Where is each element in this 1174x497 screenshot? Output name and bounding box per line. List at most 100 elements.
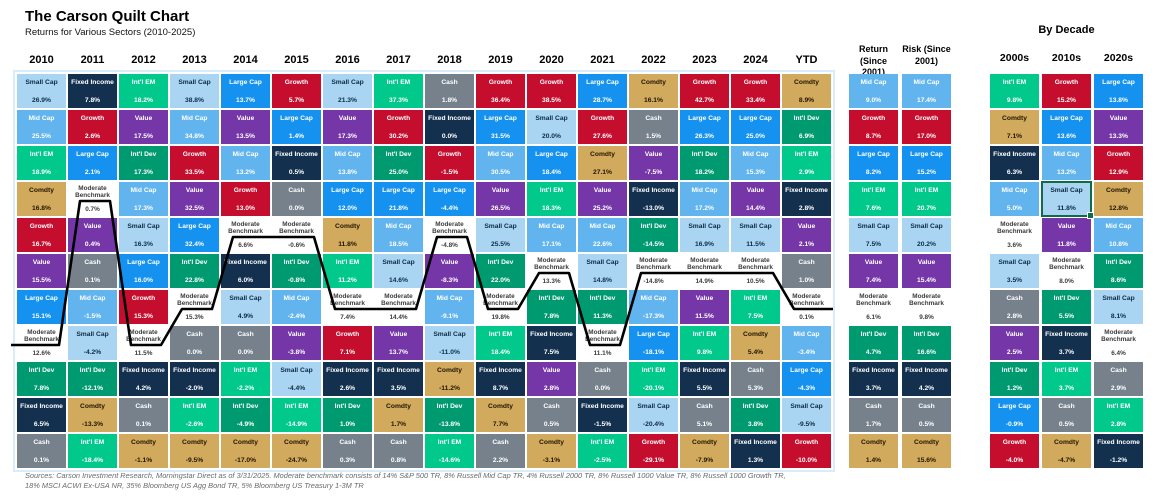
cell-2023-large-cap[interactable]: Large Cap 26.3% <box>680 110 729 144</box>
cell-2020-mid-cap[interactable]: Mid Cap 17.1% <box>527 218 576 252</box>
cell-2020s-int-l-dev[interactable]: Int'l Dev 8.6% <box>1094 254 1143 288</box>
cell-2021-mid-cap[interactable]: Mid Cap 22.6% <box>578 218 627 252</box>
cell-2018-fixed-income[interactable]: Fixed Income 0.0% <box>425 110 474 144</box>
cell-2010-cash[interactable]: Cash 0.1% <box>17 434 66 468</box>
cell-2000s-large-cap[interactable]: Large Cap -0.9% <box>990 398 1039 432</box>
cell-2023-growth[interactable]: Growth 42.7% <box>680 74 729 108</box>
cell-2017-small-cap[interactable]: Small Cap 14.6% <box>374 254 423 288</box>
cell-risk-since-2001-comdty[interactable]: Comdty 15.6% <box>902 434 951 468</box>
cell-risk-since-2001-int-l-dev[interactable]: Int'l Dev 16.6% <box>902 326 951 360</box>
cell-2021-cash[interactable]: Cash 0.0% <box>578 362 627 396</box>
cell-2023-cash[interactable]: Cash 5.1% <box>680 398 729 432</box>
cell-2015-cash[interactable]: Cash 0.0% <box>272 182 321 216</box>
cell-2013-int-l-em[interactable]: Int'l EM -2.6% <box>170 398 219 432</box>
cell-2011-small-cap[interactable]: Small Cap -4.2% <box>68 326 117 360</box>
cell-2011-int-l-em[interactable]: Int'l EM -18.4% <box>68 434 117 468</box>
cell-2013-mid-cap[interactable]: Mid Cap 34.8% <box>170 110 219 144</box>
cell-2016-cash[interactable]: Cash 0.3% <box>323 434 372 468</box>
cell-2013-int-l-dev[interactable]: Int'l Dev 22.8% <box>170 254 219 288</box>
cell-2000s-value[interactable]: Value 2.5% <box>990 326 1039 360</box>
cell-2000s-int-l-dev[interactable]: Int'l Dev 1.2% <box>990 362 1039 396</box>
cell-2010-int-l-em[interactable]: Int'l EM 18.9% <box>17 146 66 180</box>
cell-2022-value[interactable]: Value -7.5% <box>629 146 678 180</box>
cell-2015-comdty[interactable]: Comdty -24.7% <box>272 434 321 468</box>
cell-2012-mid-cap[interactable]: Mid Cap 17.3% <box>119 182 168 216</box>
cell-2012-comdty[interactable]: Comdty -1.1% <box>119 434 168 468</box>
cell-2022-growth[interactable]: Growth -29.1% <box>629 434 678 468</box>
cell-2022-moderate-benchmark[interactable]: Moderate Benchmark -14.8% <box>629 254 678 288</box>
cell-2015-int-l-dev[interactable]: Int'l Dev -0.8% <box>272 254 321 288</box>
cell-2000s-growth[interactable]: Growth -4.0% <box>990 434 1039 468</box>
cell-2019-value[interactable]: Value 26.5% <box>476 182 525 216</box>
cell-2020s-fixed-income[interactable]: Fixed Income -1.2% <box>1094 434 1143 468</box>
cell-2019-int-l-em[interactable]: Int'l EM 18.4% <box>476 326 525 360</box>
cell-2015-mid-cap[interactable]: Mid Cap -2.4% <box>272 290 321 324</box>
cell-risk-since-2001-fixed-income[interactable]: Fixed Income 4.2% <box>902 362 951 396</box>
cell-2017-mid-cap[interactable]: Mid Cap 18.5% <box>374 218 423 252</box>
cell-ytd-int-l-em[interactable]: Int'l EM 2.9% <box>782 146 831 180</box>
cell-2012-int-l-dev[interactable]: Int'l Dev 17.3% <box>119 146 168 180</box>
cell-2021-small-cap[interactable]: Small Cap 14.8% <box>578 254 627 288</box>
cell-2023-moderate-benchmark[interactable]: Moderate Benchmark 14.9% <box>680 254 729 288</box>
cell-2010-growth[interactable]: Growth 16.7% <box>17 218 66 252</box>
cell-2016-large-cap[interactable]: Large Cap 12.0% <box>323 182 372 216</box>
cell-2018-value[interactable]: Value -8.3% <box>425 254 474 288</box>
cell-2018-cash[interactable]: Cash 1.8% <box>425 74 474 108</box>
cell-2021-comdty[interactable]: Comdty 27.1% <box>578 146 627 180</box>
cell-2010s-comdty[interactable]: Comdty -4.7% <box>1042 434 1091 468</box>
cell-2023-mid-cap[interactable]: Mid Cap 17.2% <box>680 182 729 216</box>
cell-2024-large-cap[interactable]: Large Cap 25.0% <box>731 110 780 144</box>
cell-2021-value[interactable]: Value 25.2% <box>578 182 627 216</box>
cell-2020s-moderate-benchmark[interactable]: Moderate Benchmark 6.4% <box>1094 326 1143 360</box>
cell-ytd-comdty[interactable]: Comdty 8.9% <box>782 74 831 108</box>
cell-2020s-int-l-em[interactable]: Int'l EM 2.8% <box>1094 398 1143 432</box>
cell-2000s-fixed-income[interactable]: Fixed Income 6.3% <box>990 146 1039 180</box>
cell-2018-large-cap[interactable]: Large Cap -4.4% <box>425 182 474 216</box>
cell-2020-int-l-em[interactable]: Int'l EM 18.3% <box>527 182 576 216</box>
cell-2020s-comdty[interactable]: Comdty 12.8% <box>1094 182 1143 216</box>
cell-2011-cash[interactable]: Cash 0.1% <box>68 254 117 288</box>
cell-2016-growth[interactable]: Growth 7.1% <box>323 326 372 360</box>
cell-2017-cash[interactable]: Cash 0.8% <box>374 434 423 468</box>
cell-return-since-2001-fixed-income[interactable]: Fixed Income 3.7% <box>849 362 898 396</box>
cell-2021-int-l-em[interactable]: Int'l EM -2.5% <box>578 434 627 468</box>
cell-2015-small-cap[interactable]: Small Cap -4.4% <box>272 362 321 396</box>
cell-2011-fixed-income[interactable]: Fixed Income 7.8% <box>68 74 117 108</box>
cell-2019-int-l-dev[interactable]: Int'l Dev 22.0% <box>476 254 525 288</box>
cell-2016-mid-cap[interactable]: Mid Cap 13.8% <box>323 146 372 180</box>
cell-2022-int-l-em[interactable]: Int'l EM -20.1% <box>629 362 678 396</box>
cell-ytd-growth[interactable]: Growth -10.0% <box>782 434 831 468</box>
cell-risk-since-2001-growth[interactable]: Growth 17.0% <box>902 110 951 144</box>
cell-2020-growth[interactable]: Growth 38.5% <box>527 74 576 108</box>
cell-2019-large-cap[interactable]: Large Cap 31.5% <box>476 110 525 144</box>
cell-2023-int-l-dev[interactable]: Int'l Dev 18.2% <box>680 146 729 180</box>
cell-2014-fixed-income[interactable]: Fixed Income 6.0% <box>221 254 270 288</box>
cell-return-since-2001-small-cap[interactable]: Small Cap 7.5% <box>849 218 898 252</box>
cell-2024-int-l-em[interactable]: Int'l EM 7.5% <box>731 290 780 324</box>
cell-2010-comdty[interactable]: Comdty 16.8% <box>17 182 66 216</box>
cell-2023-fixed-income[interactable]: Fixed Income 5.5% <box>680 362 729 396</box>
cell-2012-growth[interactable]: Growth 15.3% <box>119 290 168 324</box>
cell-return-since-2001-value[interactable]: Value 7.4% <box>849 254 898 288</box>
cell-2000s-moderate-benchmark[interactable]: Moderate Benchmark 3.6% <box>990 218 1039 252</box>
cell-2011-int-l-dev[interactable]: Int'l Dev -12.1% <box>68 362 117 396</box>
cell-ytd-fixed-income[interactable]: Fixed Income 2.8% <box>782 182 831 216</box>
cell-2013-moderate-benchmark[interactable]: Moderate Benchmark 15.3% <box>170 290 219 324</box>
cell-2018-int-l-em[interactable]: Int'l EM -14.6% <box>425 434 474 468</box>
cell-2015-large-cap[interactable]: Large Cap 1.4% <box>272 110 321 144</box>
cell-2010s-fixed-income[interactable]: Fixed Income 3.7% <box>1042 326 1091 360</box>
cell-2024-fixed-income[interactable]: Fixed Income 1.3% <box>731 434 780 468</box>
cell-2022-cash[interactable]: Cash 1.5% <box>629 110 678 144</box>
cell-2016-int-l-dev[interactable]: Int'l Dev 1.0% <box>323 398 372 432</box>
cell-2016-small-cap[interactable]: Small Cap 21.3% <box>323 74 372 108</box>
cell-2017-large-cap[interactable]: Large Cap 21.8% <box>374 182 423 216</box>
cell-return-since-2001-large-cap[interactable]: Large Cap 8.2% <box>849 146 898 180</box>
cell-2010s-growth[interactable]: Growth 15.2% <box>1042 74 1091 108</box>
cell-2012-value[interactable]: Value 17.5% <box>119 110 168 144</box>
cell-2014-cash[interactable]: Cash 0.0% <box>221 326 270 360</box>
cell-2019-small-cap[interactable]: Small Cap 25.5% <box>476 218 525 252</box>
cell-return-since-2001-moderate-benchmark[interactable]: Moderate Benchmark 6.1% <box>849 290 898 324</box>
cell-2014-value[interactable]: Value 13.5% <box>221 110 270 144</box>
cell-2016-comdty[interactable]: Comdty 11.8% <box>323 218 372 252</box>
cell-2011-large-cap[interactable]: Large Cap 2.1% <box>68 146 117 180</box>
